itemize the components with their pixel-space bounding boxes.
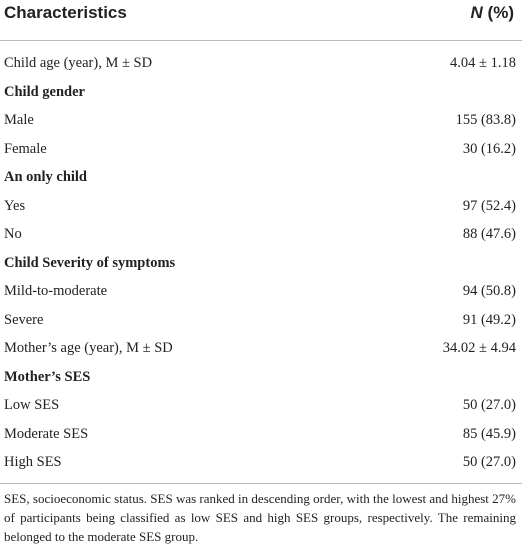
row-value: 97 (52.4) — [462, 197, 516, 214]
row-label: Yes — [4, 197, 26, 214]
table-row: Child age (year), M ± SD 4.04 ± 1.18 — [0, 49, 522, 78]
row-value: 50 (27.0) — [462, 397, 516, 413]
table-header: Characteristics N (%) — [0, 0, 522, 41]
row-label: Male — [4, 112, 34, 128]
n-unit: (%) — [487, 3, 514, 22]
row-label: Child age (year), M ± SD — [4, 55, 153, 71]
section-row: Mother’s SES — [0, 363, 522, 392]
row-label: Female — [4, 140, 47, 157]
table-row: Yes 97 (52.4) — [0, 192, 522, 221]
row-value: 85 (45.9) — [462, 425, 516, 442]
table-body: Child age (year), M ± SD 4.04 ± 1.18 Child… — [0, 49, 522, 477]
row-label: Mild-to-moderate — [4, 283, 108, 299]
row-label: Mother’s age (year), M ± SD — [4, 340, 173, 356]
section-row: Child Severity of symptoms — [0, 249, 522, 278]
footnote: SES, socioeconomic status. SES was ranke… — [4, 491, 516, 544]
table-row: Mother’s age (year), M ± SD 34.02 ± 4.94 — [0, 334, 522, 363]
table-row: Female 30 (16.2) — [0, 135, 522, 164]
row-value: 50 (27.0) — [462, 454, 516, 470]
row-value: 4.04 ± 1.18 — [450, 55, 516, 71]
row-label: Severe — [4, 311, 44, 328]
header-n: N (%) — [471, 3, 514, 23]
row-label: Moderate SES — [4, 425, 89, 442]
section-row: Child gender — [0, 78, 522, 107]
table-row: Male 155 (83.8) — [0, 106, 522, 135]
bottom-rule — [0, 482, 522, 484]
row-value: 34.02 ± 4.94 — [442, 340, 516, 356]
row-value: 94 (50.8) — [462, 283, 516, 299]
table-row: High SES 50 (27.0) — [0, 448, 522, 477]
row-label: Child Severity of symptoms — [4, 254, 176, 271]
row-value: 91 (49.2) — [462, 311, 516, 328]
row-label: An only child — [4, 169, 87, 185]
table-row: Severe 91 (49.2) — [0, 306, 522, 335]
header-title: Characteristics — [4, 3, 127, 22]
table-row: No 88 (47.6) — [0, 220, 522, 249]
row-label: Low SES — [4, 397, 60, 413]
row-value: 30 (16.2) — [462, 140, 516, 157]
row-value: 155 (83.8) — [455, 112, 516, 128]
section-row: An only child — [0, 163, 522, 192]
table-row: Moderate SES 85 (45.9) — [0, 420, 522, 449]
row-value: 88 (47.6) — [462, 226, 516, 242]
row-label: High SES — [4, 454, 62, 470]
n-symbol: N — [470, 3, 483, 22]
table: Characteristics N (%) Child age (year), … — [0, 0, 522, 484]
row-label: No — [4, 226, 22, 242]
row-label: Mother’s SES — [4, 368, 91, 385]
row-label: Child gender — [4, 83, 85, 100]
table-row: Mild-to-moderate 94 (50.8) — [0, 277, 522, 306]
table-row: Low SES 50 (27.0) — [0, 391, 522, 420]
